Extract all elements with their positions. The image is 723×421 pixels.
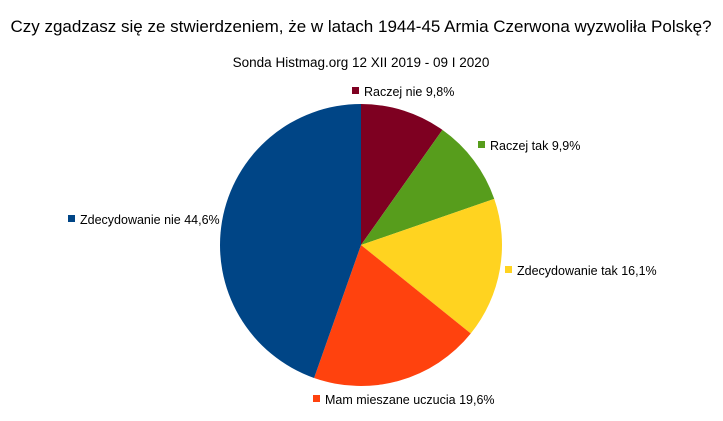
pie-slice-raczej-tak xyxy=(361,129,495,245)
slice-label-swatch xyxy=(352,87,359,94)
pie-slice-zdecydowanie-tak xyxy=(361,198,502,334)
chart-title: Czy zgadzasz się ze stwierdzeniem, że w … xyxy=(10,17,711,36)
pie-slice-raczej-nie xyxy=(361,104,443,245)
slice-label-swatch xyxy=(505,266,512,273)
slice-label: Raczej tak 9,9% xyxy=(490,139,580,153)
pie-slice-mam-mieszane-uczucia xyxy=(314,245,471,386)
pie-slices xyxy=(220,104,502,386)
pie-slice-zdecydowanie-nie xyxy=(220,104,361,378)
slice-labels: Raczej nie 9,8% Raczej tak 9,9% Zdecydowan… xyxy=(68,85,657,407)
slice-label: Mam mieszane uczucia 19,6% xyxy=(325,393,495,407)
slice-label-swatch xyxy=(68,215,75,222)
slice-label: Zdecydowanie nie 44,6% xyxy=(80,213,220,227)
slice-label-swatch xyxy=(313,395,320,402)
slice-label-swatch xyxy=(478,141,485,148)
slice-label: Zdecydowanie tak 16,1% xyxy=(517,264,657,278)
slice-label: Raczej nie 9,8% xyxy=(364,85,454,99)
chart-subtitle: Sonda Histmag.org 12 XII 2019 - 09 I 202… xyxy=(233,55,490,70)
